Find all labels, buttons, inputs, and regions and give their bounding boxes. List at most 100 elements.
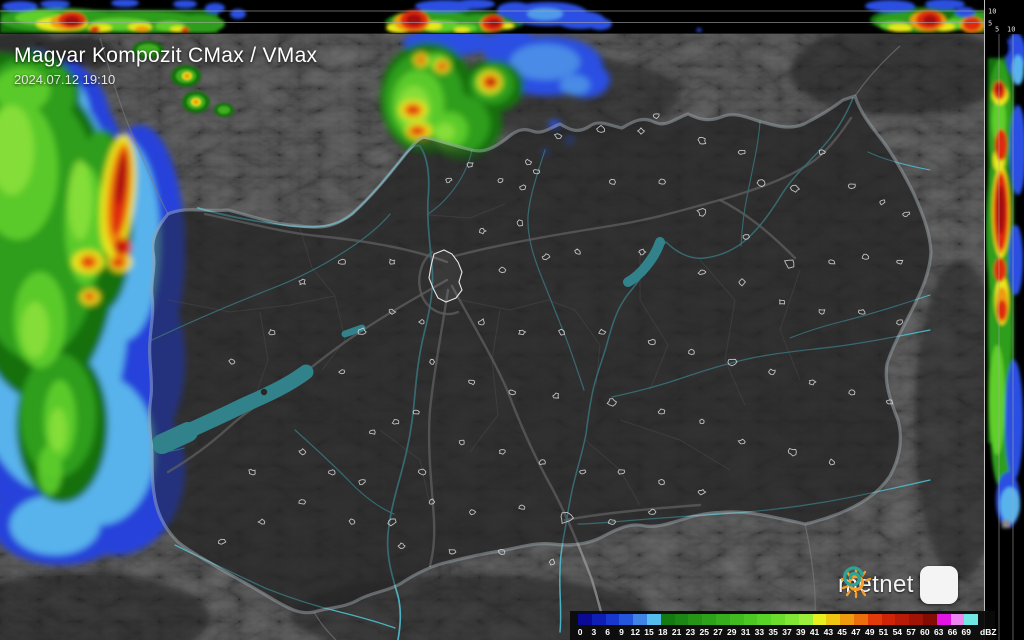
colorbar-segment <box>881 614 896 625</box>
settlement-outline <box>541 253 551 261</box>
colorbar-segment <box>757 614 772 625</box>
settlement-outline <box>552 392 560 399</box>
colorbar-segment <box>660 614 675 625</box>
colorbar-tick-label: 27 <box>713 627 723 637</box>
right-cross-section-echoes <box>986 34 1024 528</box>
settlement-outline <box>902 211 911 217</box>
metnet-logo[interactable]: metnet <box>838 561 958 609</box>
settlement-outline <box>658 478 665 486</box>
settlement-outline <box>298 448 307 456</box>
colorbar-tick-label: 39 <box>796 627 806 637</box>
settlement-outline <box>516 219 523 227</box>
colorbar-tick-label: 3 <box>591 627 597 637</box>
settlement-outline <box>478 227 487 235</box>
settlement-outline <box>337 258 346 265</box>
colorbar-tick-label: 6 <box>605 627 611 637</box>
colorbar-tick-label: 47 <box>851 627 861 637</box>
settlement-outline <box>857 308 866 315</box>
right-axis-tick-10: 10 <box>1007 26 1015 34</box>
colorbar-segment <box>936 614 951 625</box>
colorbar-segment <box>702 614 716 625</box>
settlement-outline <box>607 518 617 525</box>
colorbar-tick-label: 49 <box>864 627 875 637</box>
settlement-outline <box>848 389 856 396</box>
colorbar-tick-label: 37 <box>782 627 792 637</box>
colorbar-segment <box>771 614 785 625</box>
budapest-outline <box>428 249 463 303</box>
colorbar-segment <box>743 614 758 625</box>
colorbar-segment <box>578 614 592 625</box>
colorbar-segment <box>826 614 841 625</box>
colorbar-tick-label: 21 <box>671 627 682 637</box>
colorbar-tick-label: 60 <box>920 627 930 637</box>
colorbar-tick-label: 41 <box>809 627 820 637</box>
settlement-outline <box>358 479 366 486</box>
settlement-outline <box>598 328 607 335</box>
settlement-outline <box>808 379 817 386</box>
colorbar-unit-label: dBZ <box>980 627 997 637</box>
settlement-outline <box>828 458 835 466</box>
settlement-outline <box>517 329 527 336</box>
title-block: Magyar Kompozit CMax / VMax 2024.07.12 1… <box>14 44 317 87</box>
colorbar-tick-label: 18 <box>658 627 668 637</box>
dbz-colorbar-panel: 0 3 6 9 12 15 18 21 23 25 27 29 31 33 35 37 39 41 43 45 47 49… <box>570 611 997 640</box>
radar-echoes-map <box>0 33 610 565</box>
settlement-outline <box>498 266 507 274</box>
settlement-outline <box>417 468 427 476</box>
settlement-outline <box>445 177 453 184</box>
small-storm-cells <box>132 41 234 117</box>
settlement-outline <box>548 558 556 566</box>
settlement-outline <box>228 358 236 365</box>
settlement-outline <box>596 124 606 133</box>
colorbar-tick-label: 23 <box>685 627 696 637</box>
settlement-outline <box>268 329 276 336</box>
colorbar-tick-label: 12 <box>630 627 640 637</box>
settlement-outline <box>647 508 657 515</box>
settlement-outline <box>518 504 526 510</box>
settlement-outline <box>756 179 766 188</box>
settlement-outline <box>298 278 306 286</box>
colorbar-tick-label: 25 <box>699 627 709 637</box>
settlement-outline <box>469 509 477 516</box>
settlement-outline <box>742 234 751 240</box>
settlement-outline <box>636 127 646 135</box>
settlement-outline <box>737 438 746 445</box>
settlement-outline <box>608 178 617 185</box>
colorbar-tick-label: 29 <box>727 627 737 637</box>
colorbar-segment <box>853 614 868 625</box>
settlement-outline <box>391 419 400 425</box>
colorbar-segment <box>950 614 965 625</box>
colorbar-segment <box>784 614 799 625</box>
settlement-outline <box>466 162 474 168</box>
top-axis-tick-10: 10 <box>988 8 996 16</box>
settlement-outline <box>458 439 465 446</box>
settlement-outline <box>357 327 367 335</box>
settlement-outline <box>818 309 826 315</box>
settlement-outline <box>497 178 504 184</box>
colorbar-segment <box>605 614 620 625</box>
top-cross-section-echoes <box>0 0 984 33</box>
colorbar-segment <box>895 614 910 625</box>
colorbar-segment <box>867 614 882 625</box>
colorbar-segment <box>591 614 606 625</box>
settlement-outline <box>789 184 801 193</box>
colorbar-segment <box>729 614 744 625</box>
map-vectors <box>99 37 933 640</box>
settlement-outline <box>298 499 307 505</box>
settlement-outline <box>388 308 397 315</box>
settlement-outline <box>617 469 626 475</box>
settlement-outline <box>338 369 346 375</box>
colorbar-tick-label: 9 <box>619 627 624 637</box>
settlement-outline <box>658 178 667 185</box>
settlement-outline <box>558 328 565 336</box>
settlement-outline <box>737 149 746 155</box>
settlement-outline <box>647 338 656 346</box>
settlement-outline <box>783 259 795 269</box>
settlement-outline <box>508 389 517 396</box>
top-axis-tick-5: 5 <box>988 20 992 28</box>
settlement-outline <box>879 199 886 206</box>
colorbar-tick-label: 31 <box>740 627 751 637</box>
settlement-outline <box>525 158 533 166</box>
